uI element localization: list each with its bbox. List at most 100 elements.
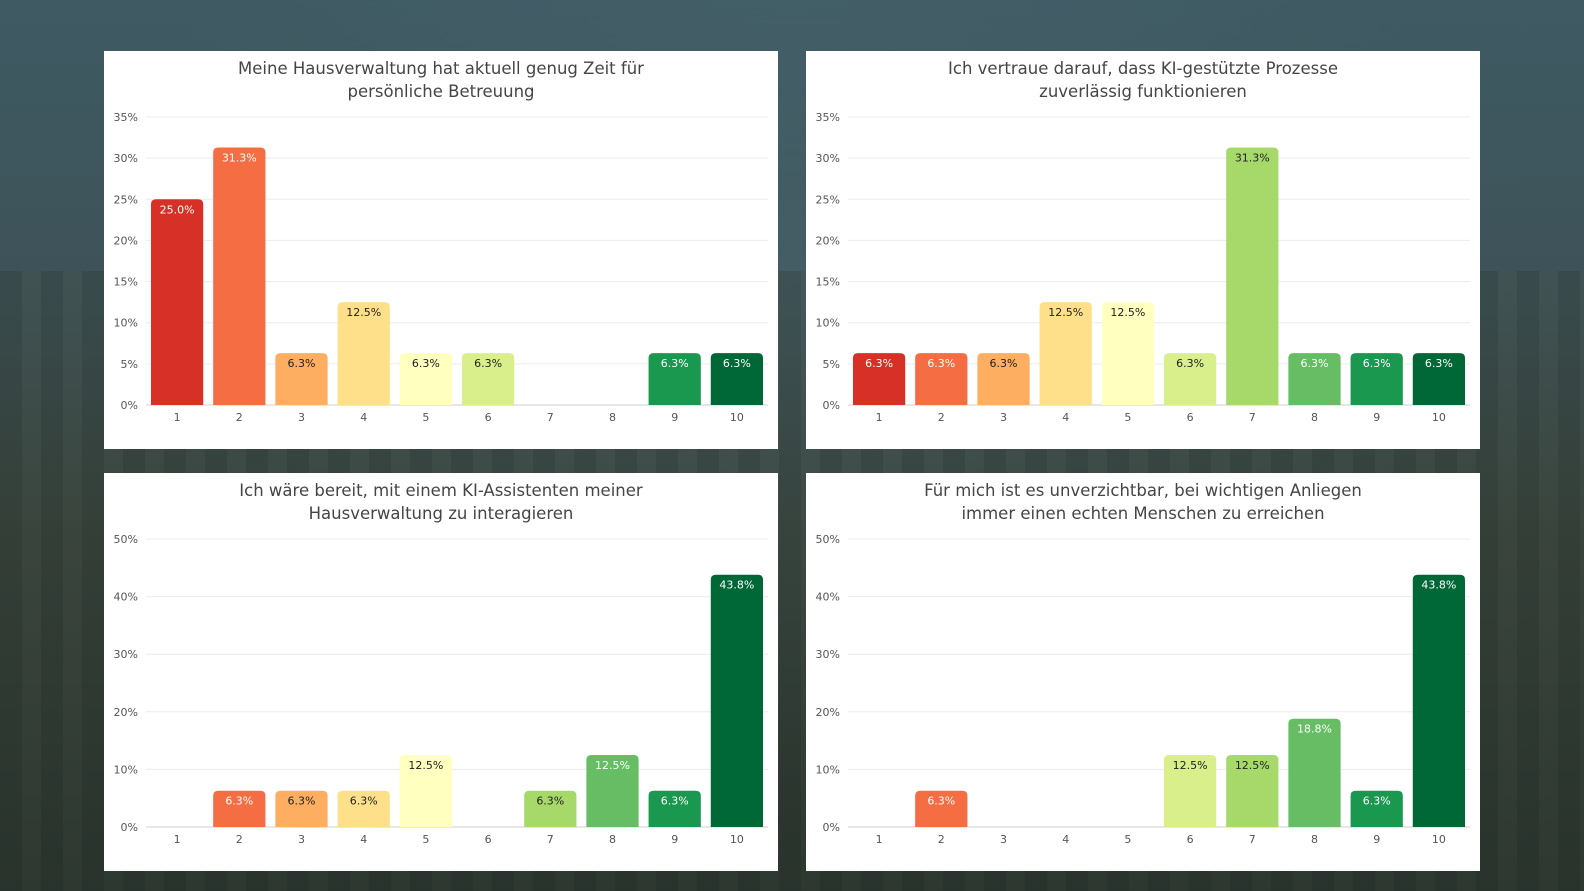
x-tick-label: 1 bbox=[174, 833, 181, 846]
bar-6 bbox=[1163, 353, 1217, 405]
bar-9 bbox=[648, 790, 701, 827]
x-tick-label: 5 bbox=[422, 833, 429, 846]
bar-2 bbox=[213, 790, 266, 827]
bar-2 bbox=[213, 147, 266, 405]
x-tick-label: 8 bbox=[1311, 411, 1318, 424]
y-tick-label: 20% bbox=[114, 706, 138, 719]
bar-5 bbox=[399, 755, 453, 827]
y-tick-label: 30% bbox=[114, 648, 138, 661]
data-label: 6.3% bbox=[927, 795, 955, 808]
y-tick-label: 0% bbox=[823, 399, 840, 412]
data-label: 6.3% bbox=[661, 795, 689, 808]
chart-title: Ich vertraue darauf, dass KI-gestützte P… bbox=[948, 59, 1338, 101]
bar-10 bbox=[1412, 353, 1466, 405]
bar-4 bbox=[337, 790, 390, 827]
x-tick-label: 4 bbox=[360, 411, 367, 424]
x-tick-label: 9 bbox=[671, 411, 678, 424]
chart-panel-ki-assistent: Ich wäre bereit, mit einem KI-Assistente… bbox=[104, 473, 778, 871]
x-tick-label: 2 bbox=[938, 833, 945, 846]
x-tick-label: 7 bbox=[547, 411, 554, 424]
data-label: 6.3% bbox=[288, 357, 316, 370]
bar-7 bbox=[1226, 755, 1279, 827]
bar-chart: 0% 5% 10% 15% 20% 25% 30% 35% 25.0% 1 31.3% 2 6.3% 3 1… bbox=[114, 111, 768, 424]
x-tick-label: 7 bbox=[1249, 833, 1256, 846]
x-tick-label: 6 bbox=[485, 833, 492, 846]
data-label: 6.3% bbox=[474, 357, 502, 370]
y-tick-label: 15% bbox=[114, 276, 138, 289]
bar-9 bbox=[1350, 790, 1403, 827]
x-tick-label: 5 bbox=[1124, 411, 1131, 424]
bar-9 bbox=[1350, 353, 1403, 405]
x-tick-label: 9 bbox=[671, 833, 678, 846]
chart-panel-echter-mensch: Für mich ist es unverzichtbar, bei wicht… bbox=[806, 473, 1480, 871]
y-tick-label: 50% bbox=[816, 533, 840, 546]
bar-8 bbox=[586, 755, 639, 827]
bar-9 bbox=[648, 353, 701, 405]
x-tick-label: 9 bbox=[1373, 411, 1380, 424]
y-tick-label: 10% bbox=[114, 317, 138, 330]
x-tick-label: 4 bbox=[1062, 411, 1069, 424]
bar-6 bbox=[1163, 755, 1217, 827]
data-label: 25.0% bbox=[160, 203, 195, 216]
data-label: 6.3% bbox=[1363, 357, 1391, 370]
data-label: 6.3% bbox=[865, 357, 893, 370]
y-tick-label: 0% bbox=[823, 821, 840, 834]
data-label: 12.5% bbox=[1235, 759, 1270, 772]
y-tick-label: 10% bbox=[816, 763, 840, 776]
bar-1 bbox=[150, 199, 204, 405]
bar-4 bbox=[1039, 302, 1092, 405]
x-tick-label: 10 bbox=[730, 833, 744, 846]
x-tick-label: 8 bbox=[1311, 833, 1318, 846]
x-tick-label: 8 bbox=[609, 833, 616, 846]
bar-3 bbox=[275, 790, 328, 827]
x-tick-label: 10 bbox=[1432, 411, 1446, 424]
x-tick-label: 9 bbox=[1373, 833, 1380, 846]
data-label: 12.5% bbox=[346, 306, 381, 319]
y-tick-label: 30% bbox=[114, 152, 138, 165]
x-tick-label: 8 bbox=[609, 411, 616, 424]
bar-10 bbox=[710, 353, 764, 405]
y-tick-label: 30% bbox=[816, 648, 840, 661]
bar-3 bbox=[977, 353, 1030, 405]
x-tick-label: 1 bbox=[174, 411, 181, 424]
y-tick-label: 5% bbox=[121, 358, 138, 371]
chart-panel-zeit-betreuung: Meine Hausverwaltung hat aktuell genug Z… bbox=[104, 51, 778, 449]
y-tick-label: 20% bbox=[816, 234, 840, 247]
bar-chart: 0% 10% 20% 30% 40% 50% 1 6.3% 2 3 4 5 12.5% 6 12.5% 7 18… bbox=[816, 533, 1470, 846]
bar-5 bbox=[1101, 302, 1155, 405]
chart-title: Ich wäre bereit, mit einem KI-Assistente… bbox=[239, 481, 643, 523]
bar-chart: 0% 10% 20% 30% 40% 50% 1 6.3% 2 6.3% 3 6.3% 4 12.5% 5 6… bbox=[114, 533, 768, 846]
x-tick-label: 5 bbox=[1124, 833, 1131, 846]
x-tick-label: 10 bbox=[730, 411, 744, 424]
data-label: 12.5% bbox=[1048, 306, 1083, 319]
data-label: 31.3% bbox=[222, 151, 257, 164]
x-tick-label: 3 bbox=[1000, 833, 1007, 846]
data-label: 6.3% bbox=[288, 795, 316, 808]
data-label: 12.5% bbox=[1110, 306, 1145, 319]
bar-7 bbox=[524, 790, 577, 827]
y-tick-label: 10% bbox=[114, 763, 138, 776]
chart-panel-vertrauen-ki: Ich vertraue darauf, dass KI-gestützte P… bbox=[806, 51, 1480, 449]
data-label: 6.3% bbox=[412, 357, 440, 370]
x-tick-label: 4 bbox=[360, 833, 367, 846]
data-label: 6.3% bbox=[1425, 357, 1453, 370]
y-tick-label: 25% bbox=[816, 193, 840, 206]
x-tick-label: 10 bbox=[1432, 833, 1446, 846]
x-tick-label: 2 bbox=[236, 833, 243, 846]
bar-8 bbox=[1288, 353, 1341, 405]
y-tick-label: 15% bbox=[816, 276, 840, 289]
data-label: 6.3% bbox=[350, 795, 378, 808]
x-tick-label: 6 bbox=[485, 411, 492, 424]
bar-2 bbox=[915, 353, 968, 405]
data-label: 6.3% bbox=[990, 357, 1018, 370]
bar-4 bbox=[337, 302, 390, 405]
y-tick-label: 40% bbox=[816, 591, 840, 604]
x-tick-label: 2 bbox=[236, 411, 243, 424]
data-label: 6.3% bbox=[225, 795, 253, 808]
y-tick-label: 35% bbox=[114, 111, 138, 124]
data-label: 6.3% bbox=[1301, 357, 1329, 370]
x-tick-label: 7 bbox=[547, 833, 554, 846]
x-tick-label: 7 bbox=[1249, 411, 1256, 424]
data-label: 12.5% bbox=[1173, 759, 1208, 772]
x-tick-label: 6 bbox=[1187, 411, 1194, 424]
